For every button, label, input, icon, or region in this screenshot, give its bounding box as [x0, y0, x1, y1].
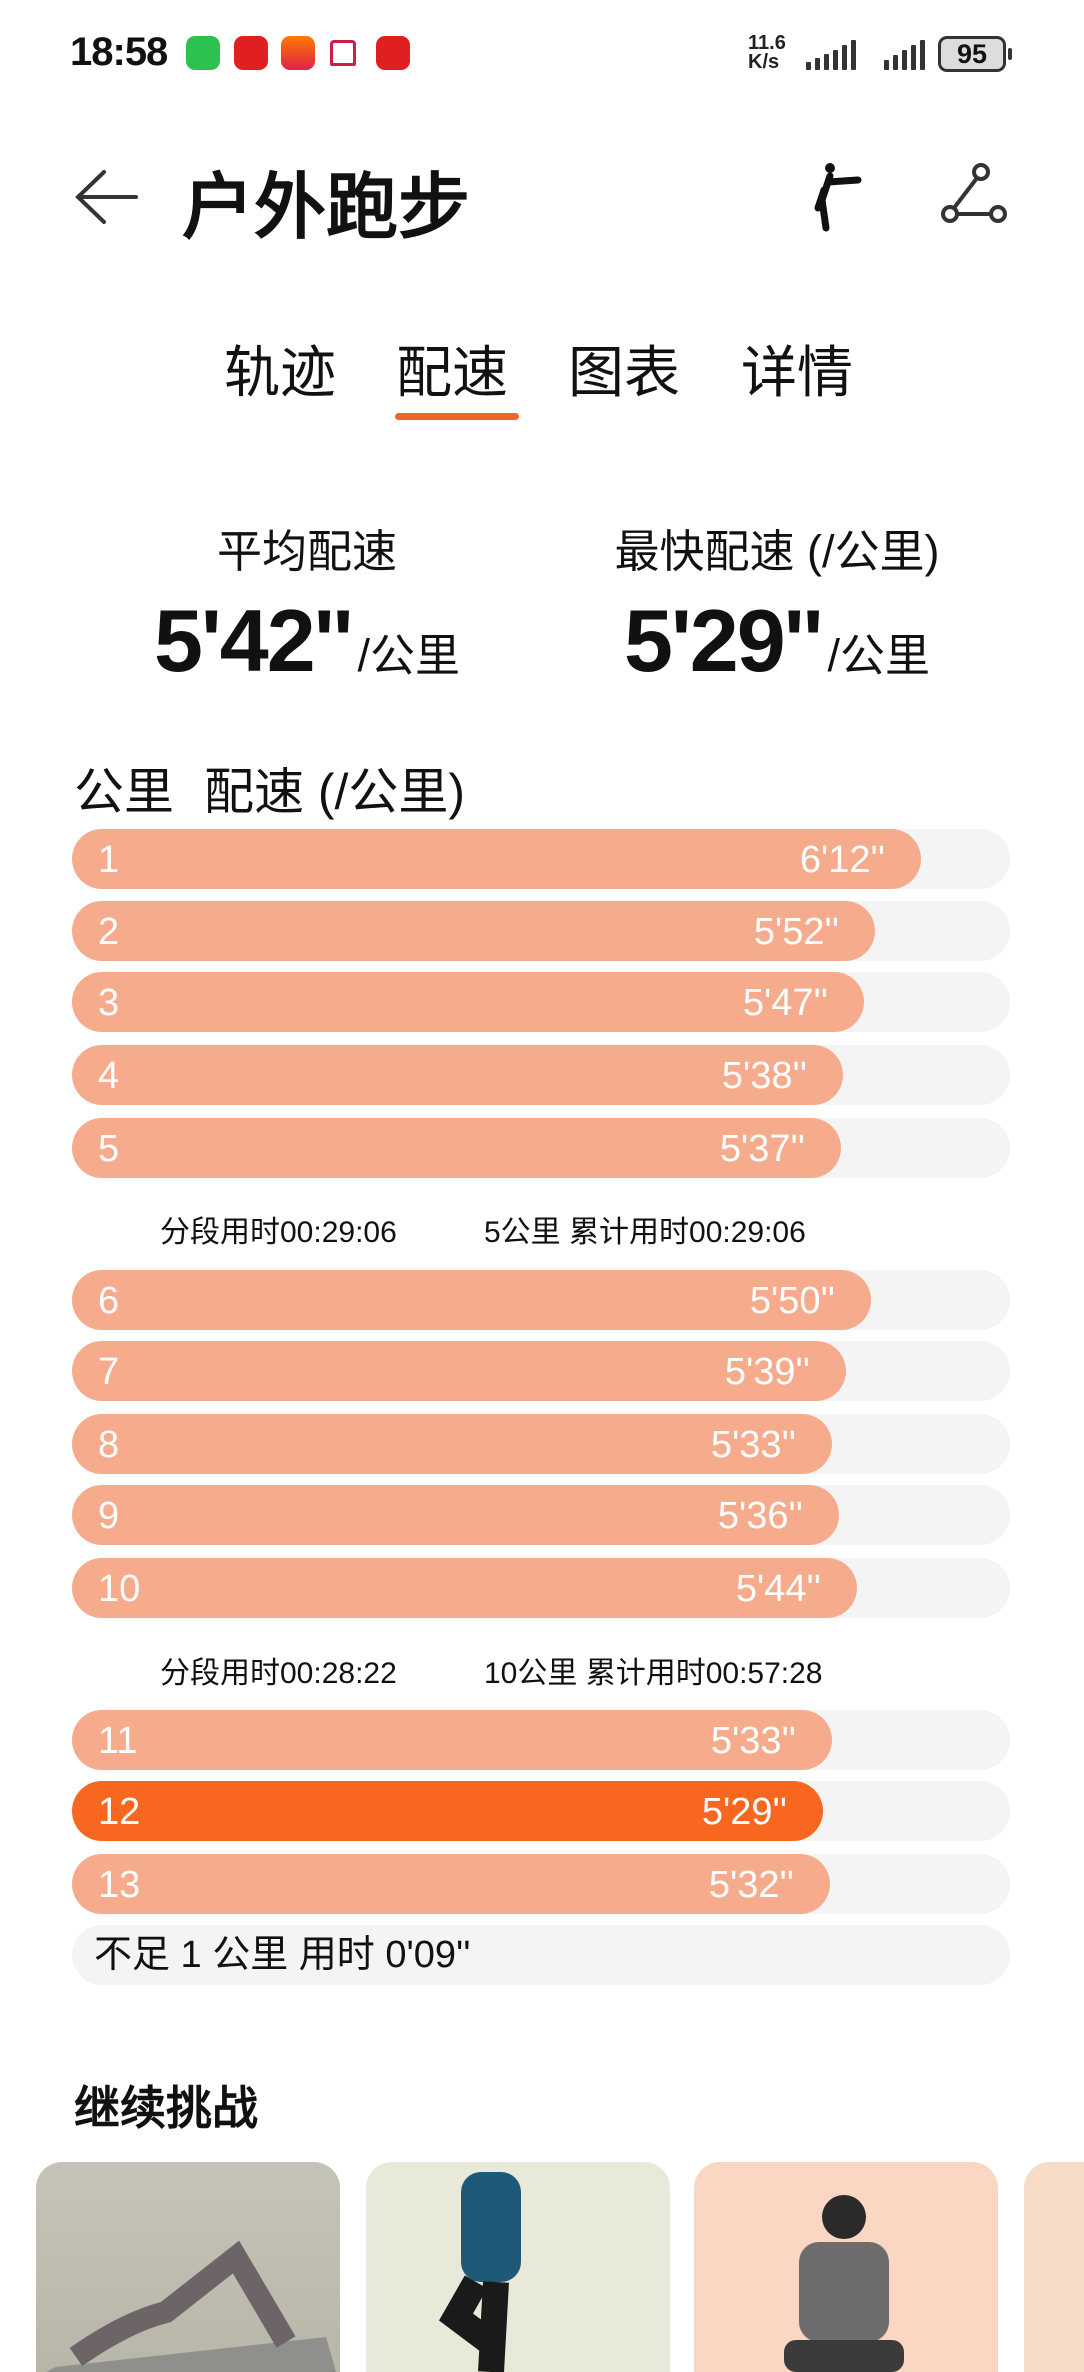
avg-pace-number: 5'42'': [153, 591, 354, 690]
challenge-card-glute-bridge[interactable]: [36, 2162, 340, 2372]
split-pace: 5'52'': [753, 911, 839, 953]
taobao-icon: [281, 36, 315, 70]
pace-bar: 3 5'47'': [72, 972, 864, 1032]
tab-track[interactable]: 轨迹: [224, 341, 336, 404]
split-pace: 5'36'': [717, 1495, 803, 1537]
tmall-icon: [234, 36, 268, 70]
avg-pace-label: 平均配速: [216, 526, 397, 577]
pace-bar: 6 5'50'': [72, 1270, 871, 1330]
split-row: 11 5'33'': [72, 1710, 1010, 1770]
pace-bar: 13 5'32'': [72, 1854, 830, 1914]
pace-bar: 8 5'33'': [72, 1414, 832, 1474]
split-km: 11: [98, 1720, 138, 1762]
wechat-icon: [186, 36, 220, 70]
remainder-row: 不足 1 公里 用时 0'09'': [72, 1925, 1010, 1985]
signal-icon: [806, 40, 856, 70]
split-km: 4: [98, 1055, 120, 1097]
pace-bar: 5 5'37'': [72, 1118, 841, 1178]
exercise-image: [439, 2172, 521, 2372]
pace-bar: 2 5'52'': [72, 901, 875, 961]
pace-bar: 12 5'29'': [72, 1781, 823, 1841]
segment-time: 分段用时00:28:22: [160, 1657, 397, 1690]
pace-bar: 11 5'33'': [72, 1710, 832, 1770]
split-km: 8: [98, 1424, 120, 1466]
segment-time: 分段用时00:29:06: [160, 1216, 397, 1249]
split-pace: 5'39'': [724, 1351, 810, 1393]
pace-bar: 7 5'39'': [72, 1341, 846, 1401]
split-row: 13 5'32'': [72, 1854, 1010, 1914]
home-app-icon: [330, 40, 356, 66]
fastest-pace-value: 5'29''/公里: [567, 590, 987, 692]
split-km: 6: [98, 1280, 120, 1322]
challenge-card-high-knee[interactable]: [366, 2162, 670, 2372]
split-pace: 5'38'': [721, 1055, 807, 1097]
pace-bar: 1 6'12'': [72, 829, 921, 889]
split-km: 5: [98, 1128, 120, 1170]
tab-details[interactable]: 详情: [741, 341, 853, 404]
split-row: 1 6'12'': [72, 829, 1010, 889]
avg-pace-unit: /公里: [357, 630, 461, 681]
tab-charts[interactable]: 图表: [568, 341, 680, 404]
pace-bar: 10 5'44'': [72, 1558, 857, 1618]
split-km: 12: [98, 1791, 141, 1833]
km-column-label: 公里: [74, 764, 174, 820]
active-tab-indicator: [395, 413, 519, 420]
split-pace: 5'33'': [710, 1424, 796, 1466]
avg-pace-value: 5'42''/公里: [97, 590, 517, 692]
net-speed-value: 11.6: [748, 32, 786, 54]
exercise-image: [46, 2240, 336, 2372]
challenge-card[interactable]: [1024, 2162, 1084, 2372]
cumulative-time: 5公里 累计用时00:29:06: [484, 1216, 806, 1249]
split-row: 9 5'36'': [72, 1485, 1010, 1545]
split-row: 7 5'39'': [72, 1341, 1010, 1401]
split-row: 8 5'33'': [72, 1414, 1010, 1474]
splits-header: 公里 配速 (/公里): [74, 752, 465, 824]
continue-challenge-title: 继续挑战: [74, 2082, 258, 2134]
pace-bar: 4 5'38'': [72, 1045, 843, 1105]
tab-pace[interactable]: 配速: [396, 341, 508, 404]
split-row: 5 5'37'': [72, 1118, 1010, 1178]
running-figure-icon[interactable]: [808, 160, 864, 232]
tmall-icon: [376, 36, 410, 70]
status-time: 18:58: [70, 30, 168, 74]
page-title: 户外跑步: [182, 168, 471, 248]
split-pace: 5'33'': [710, 1720, 796, 1762]
split-pace: 6'12'': [799, 839, 885, 881]
exercise-image: [784, 2195, 904, 2372]
pace-column-label: 配速 (/公里): [204, 764, 466, 820]
split-pace: 5'29'': [701, 1791, 787, 1833]
fastest-pace-unit: /公里: [827, 630, 931, 681]
split-row: 3 5'47'': [72, 972, 1010, 1032]
signal-icon: [884, 40, 925, 70]
split-km: 3: [98, 982, 120, 1024]
split-km: 10: [98, 1568, 141, 1610]
fastest-pace-label: 最快配速 (/公里): [614, 526, 940, 577]
arrow-left-icon[interactable]: [74, 168, 140, 226]
split-km: 9: [98, 1495, 120, 1537]
split-pace: 5'50'': [749, 1280, 835, 1322]
split-km: 13: [98, 1864, 141, 1906]
split-row: 12 5'29'': [72, 1781, 1010, 1841]
challenge-card-squat[interactable]: [694, 2162, 998, 2372]
split-pace: 5'44'': [735, 1568, 821, 1610]
split-row: 2 5'52'': [72, 901, 1010, 961]
split-km: 7: [98, 1351, 120, 1393]
split-row: 10 5'44'': [72, 1558, 1010, 1618]
split-pace: 5'32'': [708, 1864, 794, 1906]
net-speed-unit: K/s: [748, 51, 780, 73]
battery-indicator: 95: [938, 36, 1012, 72]
cumulative-time: 10公里 累计用时00:57:28: [484, 1657, 823, 1690]
fastest-pace-number: 5'29'': [623, 591, 824, 690]
split-km: 2: [98, 911, 120, 953]
split-row: 4 5'38'': [72, 1045, 1010, 1105]
pace-bar: 9 5'36'': [72, 1485, 839, 1545]
split-pace: 5'37'': [719, 1128, 805, 1170]
split-pace: 5'47'': [742, 982, 828, 1024]
split-km: 1: [98, 839, 120, 881]
share-icon[interactable]: [940, 162, 1010, 226]
split-row: 6 5'50'': [72, 1270, 1010, 1330]
net-speed: 11.6 K/s: [748, 32, 786, 73]
